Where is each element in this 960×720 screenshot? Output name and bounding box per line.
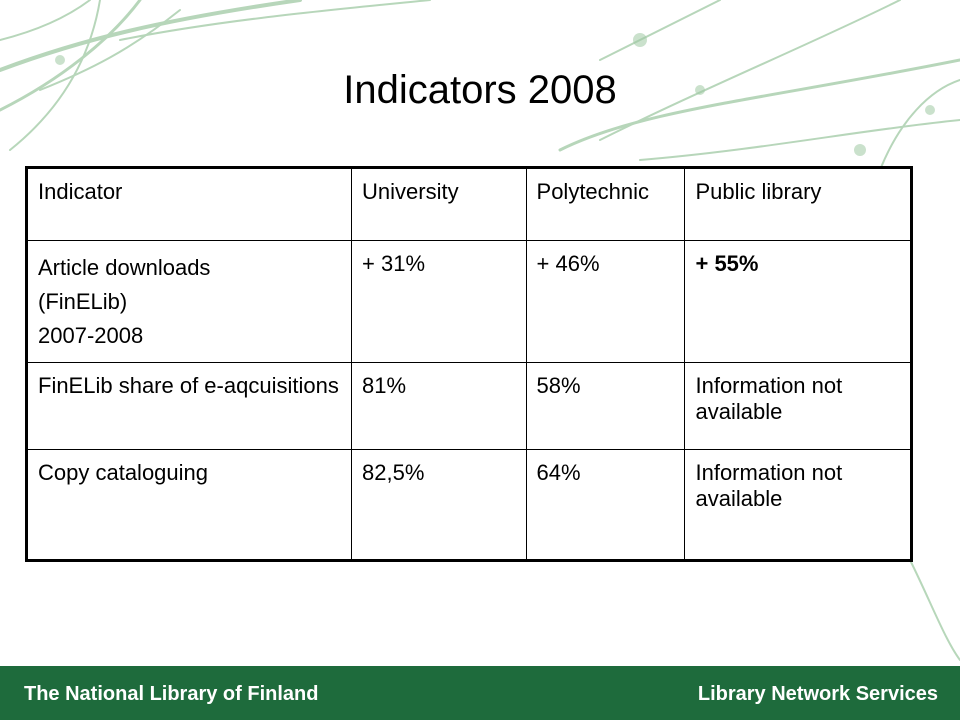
- header-public-library: Public library: [684, 167, 912, 241]
- indicators-table: Indicator University Polytechnic Public …: [25, 166, 913, 562]
- footer-bar: The National Library of Finland Library …: [0, 666, 960, 720]
- indicator-cell: Copy cataloguing: [25, 448, 353, 562]
- public-library-cell: Information not available: [684, 448, 912, 562]
- indicator-line: (FinELib): [38, 288, 128, 314]
- header-university: University: [351, 167, 527, 241]
- indicator-line: 2007-2008: [38, 322, 144, 348]
- footer-department-name: Library Network Services: [697, 683, 938, 705]
- slide-title: Indicators 2008: [343, 68, 617, 112]
- header-polytechnic: Polytechnic: [525, 167, 686, 241]
- university-cell: + 31%: [351, 239, 527, 363]
- header-indicator: Indicator: [25, 167, 353, 241]
- table-row: Article downloads (FinELib) 2007-2008 + …: [25, 239, 912, 363]
- university-cell: 82,5%: [351, 448, 527, 562]
- footer-organization-name: The National Library of Finland: [24, 683, 319, 705]
- public-library-cell: + 55%: [684, 239, 912, 363]
- polytechnic-cell: 58%: [525, 361, 686, 450]
- table-row: Copy cataloguing 82,5% 64% Information n…: [25, 448, 912, 562]
- indicator-cell: Article downloads (FinELib) 2007-2008: [25, 239, 353, 363]
- table-row: FinELib share of e-aqcuisitions 81% 58% …: [25, 361, 912, 450]
- table-header-row: Indicator University Polytechnic Public …: [25, 167, 912, 241]
- polytechnic-cell: + 46%: [525, 239, 686, 363]
- polytechnic-cell: 64%: [525, 448, 686, 562]
- indicator-line: Article downloads: [38, 254, 211, 280]
- university-cell: 81%: [351, 361, 527, 450]
- indicator-cell: FinELib share of e-aqcuisitions: [25, 361, 353, 450]
- public-library-cell: Information not available: [684, 361, 912, 450]
